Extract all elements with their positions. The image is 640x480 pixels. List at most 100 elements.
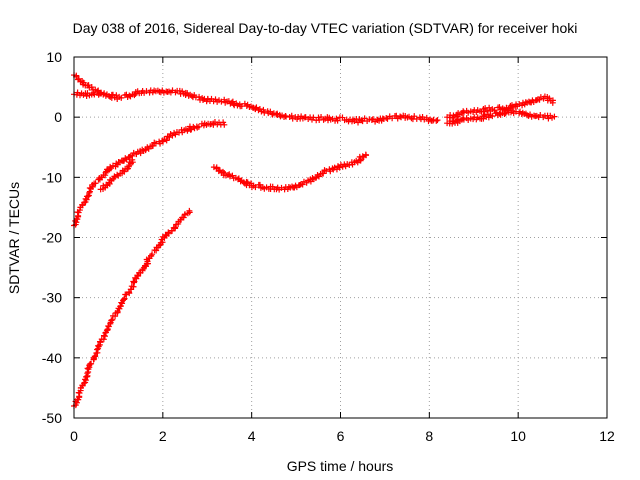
data-point [96,90,103,97]
data-point [114,309,121,316]
data-point [237,178,244,185]
data-point [551,113,558,120]
data-point [219,168,226,175]
data-point [238,103,245,110]
data-point [81,199,88,206]
series-arc-decline [71,72,105,97]
data-point [83,92,90,99]
data-point [397,113,404,120]
data-point [166,134,173,141]
data-point [221,121,228,128]
data-point [94,346,101,353]
x-tick-label: 10 [510,428,526,444]
data-point [312,175,319,182]
x-tick-label: 8 [425,428,433,444]
x-tick-label: 4 [248,428,256,444]
data-point [433,117,440,124]
data-point [163,137,170,144]
data-point [143,88,150,95]
data-point [383,114,390,121]
y-tick-label: 10 [46,49,62,65]
y-tick-label: -20 [42,230,62,246]
series-arc-bottom [71,207,193,409]
data-point [359,153,366,160]
data-point [496,110,503,117]
data-point [109,316,116,323]
data-point [549,99,556,106]
data-points [71,72,558,409]
data-point [434,117,441,124]
axis-ticks: 0 2 4 6 8 10 12 10 0 -10 -20 -30 -40 -50 [42,49,615,444]
data-point [122,155,129,162]
x-axis-title: GPS time / hours [287,458,394,474]
data-point [88,360,95,367]
data-point [181,211,188,218]
data-point [149,251,156,258]
data-point [112,313,119,320]
data-point [108,317,115,324]
series-arc-late-2 [444,107,558,127]
data-point [252,184,259,191]
chart-title: Day 038 of 2016, Sidereal Day-to-day VTE… [73,20,578,36]
x-tick-label: 2 [159,428,167,444]
data-point [89,183,96,190]
data-point [229,98,236,105]
data-point [126,290,133,297]
y-tick-label: 0 [54,109,62,125]
x-tick-label: 0 [70,428,78,444]
data-point [334,117,341,124]
data-point [159,239,166,246]
data-point [423,114,430,121]
data-point [80,380,87,387]
data-point [213,164,220,171]
data-point [260,106,267,113]
data-point [126,92,133,99]
data-point [130,149,137,156]
data-point [97,339,104,346]
data-point [137,150,144,157]
data-point [88,84,95,91]
grid-lines [74,57,607,418]
data-point [121,295,128,302]
data-point [355,119,362,126]
y-tick-label: -50 [42,410,62,426]
data-point [196,93,203,100]
data-point [86,364,93,371]
data-point [288,112,295,119]
y-tick-label: -10 [42,169,62,185]
data-point [195,123,202,130]
data-point [393,112,400,119]
data-point [169,227,176,234]
data-point [172,224,179,231]
data-point [536,96,543,103]
y-tick-label: -30 [42,290,62,306]
data-point [496,104,503,111]
data-point [200,97,207,104]
data-point [121,168,128,175]
data-point [92,180,99,187]
data-point [125,163,132,170]
data-point [368,116,375,123]
data-point [310,114,317,121]
series-arc-short [97,156,136,193]
data-point [299,181,306,188]
data-point [273,111,280,118]
data-point [486,104,493,111]
data-point [358,117,365,124]
data-point [86,184,93,191]
data-point [336,164,343,171]
y-tick-label: -40 [42,350,62,366]
data-point [135,273,142,280]
data-point [119,300,126,307]
data-point [139,267,146,274]
data-point [300,178,307,185]
data-point [126,153,133,160]
data-point [131,92,138,99]
data-point [114,171,121,178]
data-point [129,159,136,166]
series-arc-trough [210,151,370,193]
data-point [186,209,193,216]
data-point [516,101,523,108]
x-tick-label: 12 [599,428,615,444]
